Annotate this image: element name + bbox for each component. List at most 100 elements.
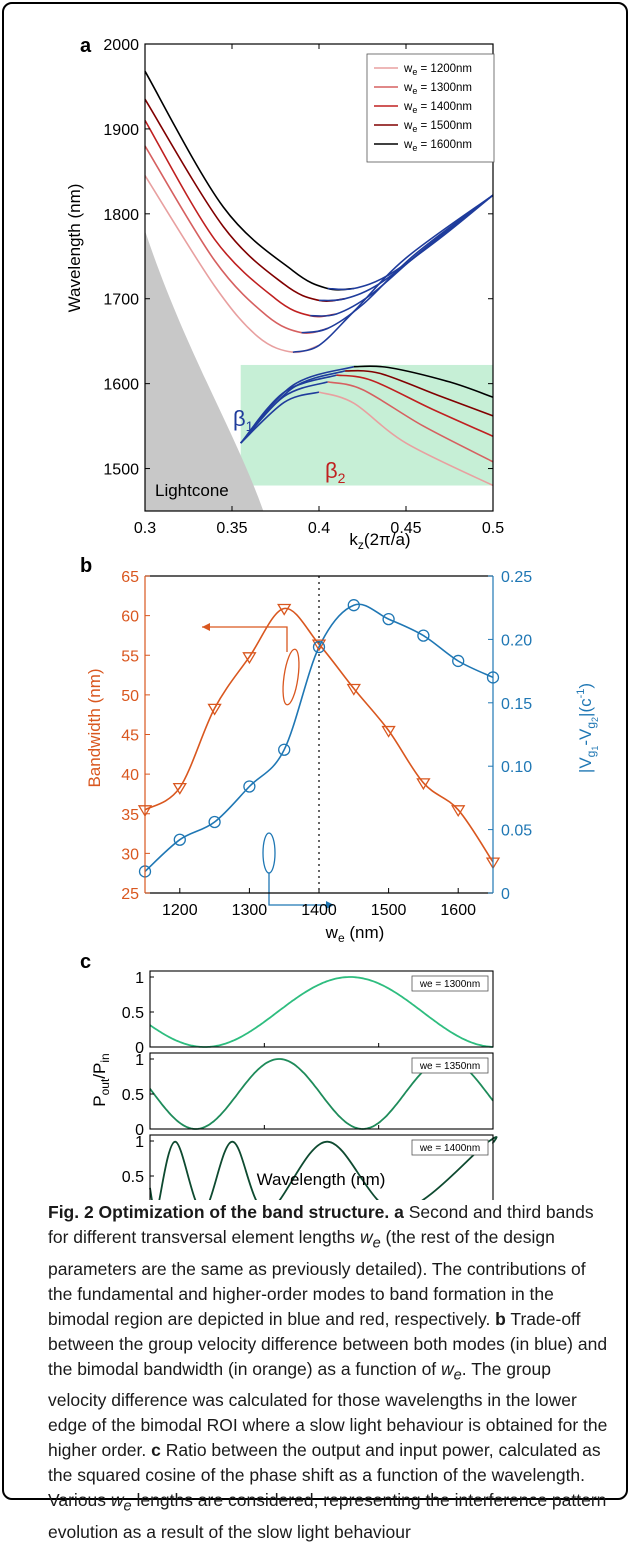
- y-tick-label-right: 0.15: [501, 696, 532, 713]
- y-tick-label: 0.5: [122, 1087, 144, 1104]
- legend-prefix: w: [403, 82, 413, 94]
- bandwidth-arrow: [202, 626, 288, 652]
- x-tick-label: 0.35: [216, 520, 247, 537]
- panel-c-axes-box: [149, 970, 494, 1048]
- caption-c-text-1: Ratio between the output and input power…: [48, 1440, 601, 1510]
- bandwidth-marker: [381, 725, 396, 738]
- x-tick-label: 0.3: [134, 520, 156, 537]
- velocity-marker: [312, 640, 326, 654]
- bandwidth-marker: [172, 782, 187, 795]
- subplot-label: we = 1300nm: [419, 979, 480, 990]
- velocity-marker: [208, 815, 221, 829]
- panel-a-ylabel: Wavelength (nm): [65, 184, 84, 313]
- caption-c-text-2: lengths are considered, representing the…: [48, 1490, 607, 1542]
- velocity-marker: [278, 743, 291, 756]
- legend-sub: e: [412, 124, 417, 134]
- legend-prefix: w: [403, 63, 413, 75]
- caption-a-text-2: (the rest of the design parameters are t…: [48, 1227, 586, 1329]
- bandwidth-marker: [277, 603, 292, 616]
- band-lower-red-2: [336, 374, 494, 438]
- y-tick-label: 1: [135, 970, 144, 987]
- legend-label: we = 1300nm: [403, 82, 472, 96]
- y-tick-label-left: 25: [121, 886, 139, 903]
- panel-b: b 1200 1300 1400 1500 1600 25 30 35 40 45 50 55 60 65…: [80, 555, 600, 945]
- band-upper-blue-3: [318, 194, 494, 302]
- band-lower-blue-4: [240, 365, 355, 444]
- panel-b-ylabel-right: |Vg1-Vg2|(c-1): [575, 683, 600, 773]
- band-lower-red-3: [345, 369, 494, 417]
- y-tick-label-left: 40: [121, 767, 139, 784]
- y-tick-label-left: 35: [121, 807, 139, 824]
- y-tick-label-right: 0.25: [501, 569, 532, 586]
- subplot-label-box: [411, 975, 489, 992]
- caption-a-var: w: [359, 1227, 373, 1247]
- y-tick-label-left: 65: [121, 569, 139, 586]
- figure-frame: [2, 2, 628, 1500]
- y-tick-label: 1800: [103, 207, 139, 224]
- legend-prefix: w: [403, 101, 413, 113]
- legend-label: we = 1200nm: [403, 63, 472, 77]
- panel-c-xlabel: Wavelength (nm): [257, 1170, 386, 1189]
- caption-title: Fig. 2 Optimization of the band structur…: [48, 1202, 390, 1222]
- bandwidth-marker: [207, 703, 222, 716]
- y-tick-label: 0: [135, 1122, 144, 1139]
- band-upper-red-3: [144, 98, 346, 302]
- transmission-curve-2: [149, 1136, 498, 1200]
- velocity-marker: [417, 629, 430, 642]
- figure-caption: Fig. 2 Optimization of the band structur…: [48, 1200, 608, 1545]
- caption-b-text-2: . The group velocity difference was calc…: [48, 1358, 608, 1461]
- band-upper-blue-1: [301, 194, 494, 334]
- velocity-ellipse: [262, 832, 276, 874]
- panel-c-ylabel: Pout/Pin: [90, 1053, 112, 1106]
- velocity-marker: [452, 654, 465, 668]
- bandwidth-curve: [144, 607, 494, 863]
- y-tick-label: 2000: [103, 37, 139, 54]
- caption-a-var-sub: e: [372, 1235, 381, 1252]
- caption-b-var: w: [441, 1358, 454, 1379]
- y-tick-label: 1500: [103, 462, 139, 479]
- panel-c-axes-box: [149, 1052, 494, 1130]
- y-tick-label-left: 30: [121, 846, 139, 863]
- band-upper-red-2: [144, 119, 337, 318]
- band-lower-blue-0: [240, 391, 320, 444]
- bandwidth-ellipse: [282, 648, 300, 706]
- bandwidth-marker: [242, 652, 257, 665]
- legend-suffix: = 1500nm: [417, 120, 472, 132]
- y-tick-label-left: 45: [121, 728, 139, 745]
- velocity-arrowhead: [326, 901, 334, 909]
- band-upper-blue-2: [310, 194, 494, 317]
- beta2-label: β2: [325, 458, 346, 486]
- caption-b-var-sub: e: [453, 1367, 462, 1383]
- subplot-label: we = 1400nm: [419, 1143, 480, 1154]
- y-tick-label: 1: [135, 1052, 144, 1069]
- lightcone-region: [145, 230, 264, 512]
- caption-b-letter: b: [495, 1308, 506, 1329]
- legend-label: we = 1400nm: [403, 101, 472, 115]
- y-tick-label-right: 0.05: [501, 823, 532, 840]
- panel-a-letter: a: [80, 35, 92, 57]
- subplot-label-box: [411, 1057, 489, 1074]
- legend-label: we = 1600nm: [403, 139, 472, 153]
- x-tick-label: 0.4: [308, 520, 330, 537]
- legend-sub: e: [412, 67, 417, 77]
- x-tick-label: 1300: [232, 902, 268, 919]
- velocity-marker: [173, 833, 186, 846]
- y-tick-label: 0: [135, 1040, 144, 1057]
- y-tick-label-right: 0.10: [501, 759, 532, 776]
- subplot-label-box: [411, 1139, 489, 1156]
- legend-suffix: = 1600nm: [417, 139, 472, 151]
- x-tick-label: 1600: [440, 902, 476, 919]
- velocity-curve: [144, 603, 494, 872]
- x-tick-label: 1400: [301, 902, 337, 919]
- y-tick-label-left: 50: [121, 688, 139, 705]
- panel-a: a 0.3 0.35 0.4 0.45 0.5 1500 1600 1700 1800 1900 2…: [65, 35, 504, 552]
- bandwidth-marker: [311, 639, 327, 652]
- band-upper-blue-4: [327, 194, 494, 291]
- band-lower-red-0: [318, 391, 494, 487]
- band-lower-red-1: [327, 381, 494, 463]
- band-upper-blue-0: [292, 194, 494, 353]
- caption-a-text-1: Second and third bands for different tra…: [48, 1202, 594, 1247]
- caption-c-letter: c: [151, 1440, 161, 1460]
- legend-sub: e: [412, 143, 417, 153]
